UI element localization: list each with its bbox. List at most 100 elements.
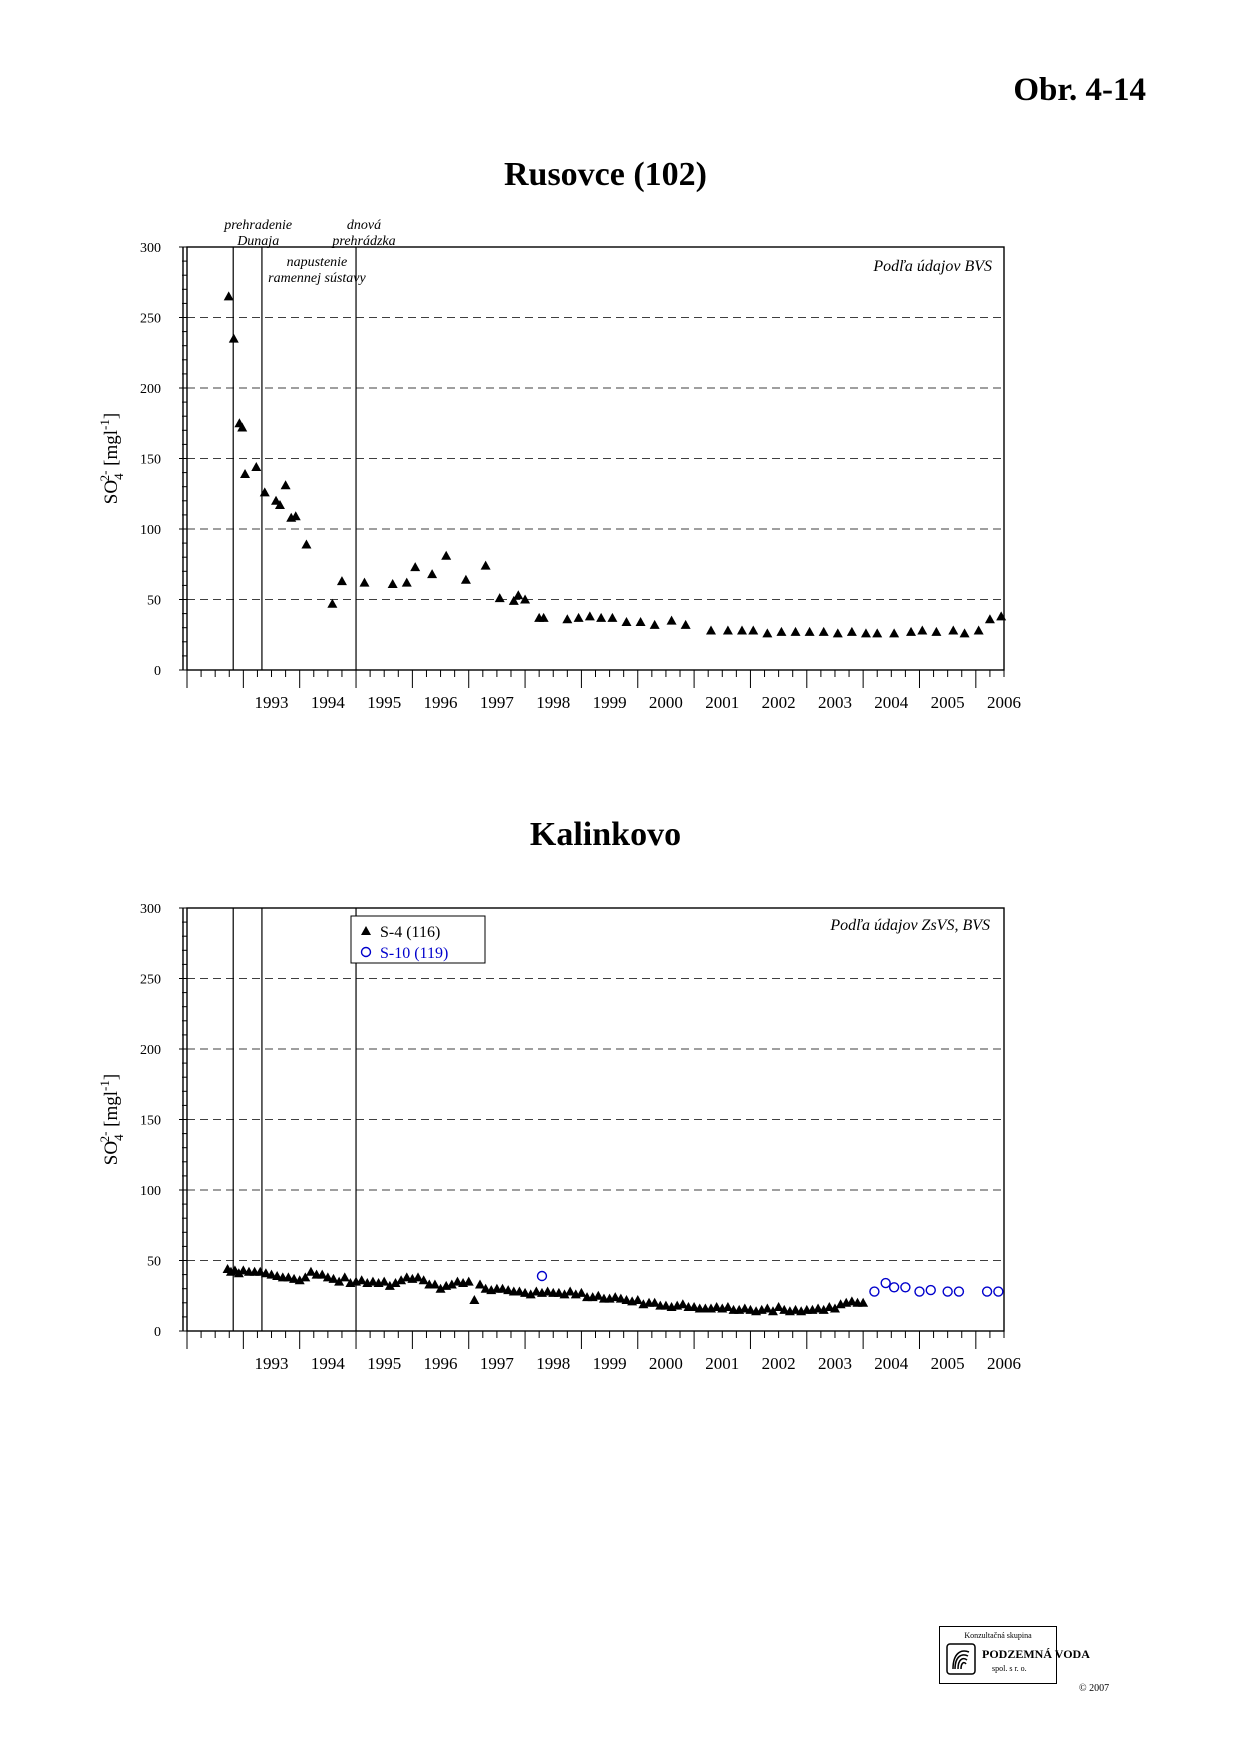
x-tick-label: 2005: [931, 693, 965, 712]
data-point-triangle: [984, 614, 995, 624]
data-point-circle: [900, 1282, 911, 1293]
data-point-triangle: [573, 612, 584, 622]
x-tick-label: 1999: [593, 1354, 627, 1373]
data-point-triangle: [418, 1275, 429, 1285]
y-tick-label: 300: [140, 241, 161, 256]
data-point-triangle: [829, 1303, 840, 1313]
data-point-triangle: [379, 1276, 390, 1286]
plot-frame: [186, 907, 1005, 1332]
data-point-triangle: [776, 626, 787, 636]
data-point-triangle: [503, 1285, 514, 1295]
data-point-triangle: [396, 1275, 407, 1285]
data-point-triangle: [632, 1294, 643, 1304]
data-point-triangle: [538, 612, 549, 622]
y-tick-label: 250: [140, 312, 161, 327]
x-tick-label: 2003: [818, 1354, 852, 1373]
x-tick-label: 2002: [762, 1354, 796, 1373]
data-point-triangle: [889, 628, 900, 638]
data-point-triangle: [305, 1266, 316, 1276]
data-point-triangle: [272, 1271, 283, 1281]
data-point-triangle: [858, 1297, 869, 1307]
x-tick-label: 1996: [424, 693, 458, 712]
event-label: dnová: [347, 218, 381, 233]
data-point-triangle: [635, 617, 646, 627]
x-tick-label: 1993: [255, 1354, 289, 1373]
data-point-triangle: [240, 469, 251, 479]
chart-rusovce: Rusovce (102) 0 50 100 150 200 250 300 1993 1994 1…: [97, 156, 1021, 712]
data-point-triangle: [649, 1297, 660, 1307]
legend-label: S-10 (119): [380, 945, 448, 962]
x-tick-label: 1997: [480, 693, 515, 712]
y-tick-label: 50: [147, 594, 161, 609]
x-tick-label: 1993: [255, 693, 289, 712]
data-point-triangle: [860, 628, 871, 638]
chart-title: Rusovce (102): [504, 156, 707, 193]
data-point-triangle: [223, 291, 234, 301]
data-point-circle: [914, 1286, 925, 1297]
data-point-triangle: [260, 1268, 271, 1278]
plot-frame: [186, 246, 1005, 671]
data-point-triangle: [748, 625, 759, 635]
data-point-triangle: [565, 1286, 576, 1296]
data-point-triangle: [959, 628, 970, 638]
data-point-triangle: [767, 1306, 778, 1316]
x-tick-label: 2000: [649, 1354, 683, 1373]
data-point-triangle: [584, 611, 595, 621]
data-point-triangle: [559, 1289, 570, 1299]
data-point-triangle: [469, 1294, 480, 1304]
data-point-triangle: [677, 1299, 688, 1309]
event-label: napustenie: [287, 255, 348, 270]
data-point-triangle: [790, 626, 801, 636]
data-point-triangle: [846, 1296, 857, 1306]
data-point-triangle: [846, 626, 857, 636]
data-point-triangle: [621, 617, 632, 627]
legend-marker-circle: [360, 946, 372, 958]
data-point-triangle: [872, 628, 883, 638]
data-point-triangle: [607, 612, 618, 622]
y-tick-label: 200: [140, 382, 161, 397]
data-point-triangle: [494, 593, 505, 603]
data-point-circle: [993, 1286, 1004, 1297]
data-point-triangle: [384, 1280, 395, 1290]
data-point-triangle: [773, 1302, 784, 1312]
y-tick-label: 250: [140, 973, 161, 988]
chart-title: Kalinkovo: [530, 816, 681, 853]
data-point-triangle: [706, 625, 717, 635]
data-point-triangle: [824, 1302, 835, 1312]
data-point-triangle: [973, 625, 984, 635]
y-tick-label: 0: [154, 1325, 161, 1340]
data-point-triangle: [271, 495, 282, 505]
x-tick-label: 2004: [874, 1354, 909, 1373]
data-point-circle: [942, 1286, 953, 1297]
data-point-triangle: [513, 590, 524, 600]
data-point-triangle: [401, 1272, 412, 1282]
data-point-triangle: [660, 1300, 671, 1310]
source-note: Podľa údajov BVS: [872, 258, 992, 275]
y-tick-label: 50: [147, 1255, 161, 1270]
data-point-triangle: [906, 626, 917, 636]
x-tick-label: 1994: [311, 693, 346, 712]
data-point-triangle: [520, 1287, 531, 1297]
data-point-triangle: [387, 578, 398, 588]
y-axis-label: SO42- [mgl-1]: [97, 1074, 126, 1165]
data-point-triangle: [401, 577, 412, 587]
data-point-triangle: [804, 626, 815, 636]
x-tick-label: 1998: [536, 1354, 570, 1373]
data-point-triangle: [722, 625, 733, 635]
logo-name: PODZEMNÁ VODA: [982, 1647, 1090, 1661]
y-tick-label: 200: [140, 1043, 161, 1058]
data-point-triangle: [593, 1290, 604, 1300]
data-point-circle: [953, 1286, 965, 1297]
data-point-triangle: [474, 1279, 485, 1289]
data-point-triangle: [290, 511, 301, 521]
data-point-triangle: [328, 1273, 339, 1283]
data-point-triangle: [649, 619, 660, 629]
x-tick-label: 2001: [705, 693, 739, 712]
event-label: Dunaja: [236, 234, 279, 249]
data-point-triangle: [680, 619, 691, 629]
data-point-triangle: [818, 626, 829, 636]
data-point-triangle: [410, 562, 421, 572]
data-point-triangle: [525, 1289, 536, 1299]
data-point-triangle: [596, 612, 607, 622]
data-point-triangle: [429, 1279, 440, 1289]
